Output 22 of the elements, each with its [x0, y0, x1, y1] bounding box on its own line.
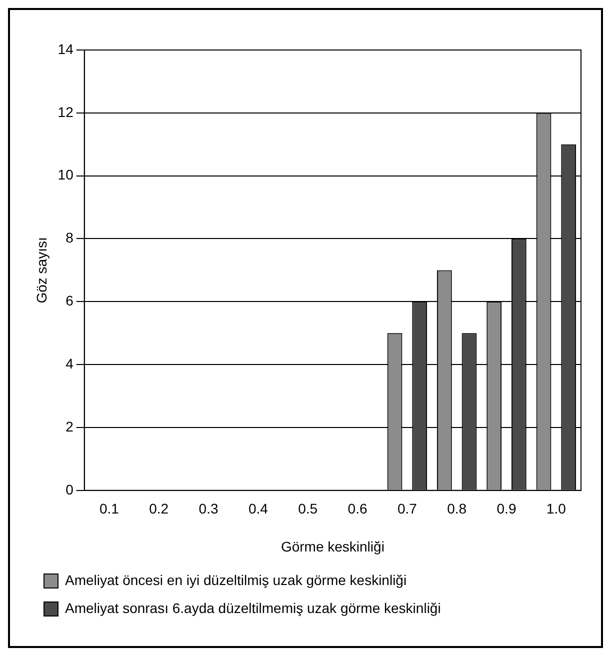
- x-tick-label: 0.6: [348, 500, 368, 517]
- x-tick-label: 0.8: [447, 500, 467, 517]
- y-tick-label: 10: [58, 166, 74, 183]
- y-tick-label: 4: [66, 355, 74, 372]
- y-tick-label: 12: [58, 104, 74, 120]
- x-tick-label: 1.0: [546, 500, 566, 517]
- x-tick-label: 0.1: [99, 500, 120, 517]
- x-tick-label: 0.9: [496, 500, 516, 517]
- y-tick-label: 14: [58, 40, 74, 57]
- x-tick-label: 0.4: [248, 500, 268, 517]
- x-tick-label: 0.3: [198, 500, 218, 517]
- y-axis-title: Göz sayısı: [33, 237, 50, 304]
- legend-label: Ameliyat sonrası 6.ayda düzeltilmemiş uzak görme keskinliği: [65, 600, 441, 616]
- y-tick-label: 6: [66, 292, 74, 309]
- x-tick-label: 0.7: [397, 500, 418, 517]
- x-tick-label: 0.5: [298, 500, 318, 517]
- y-tick-label: 2: [66, 418, 74, 434]
- x-axis-title: Görme keskinliği: [280, 538, 384, 554]
- legend-label: Ameliyat öncesi en iyi düzeltilmiş uzak görme keskinliği: [65, 572, 407, 588]
- y-tick-label: 0: [66, 481, 74, 498]
- y-tick-label: 8: [66, 230, 74, 246]
- x-tick-label: 0.2: [149, 500, 169, 517]
